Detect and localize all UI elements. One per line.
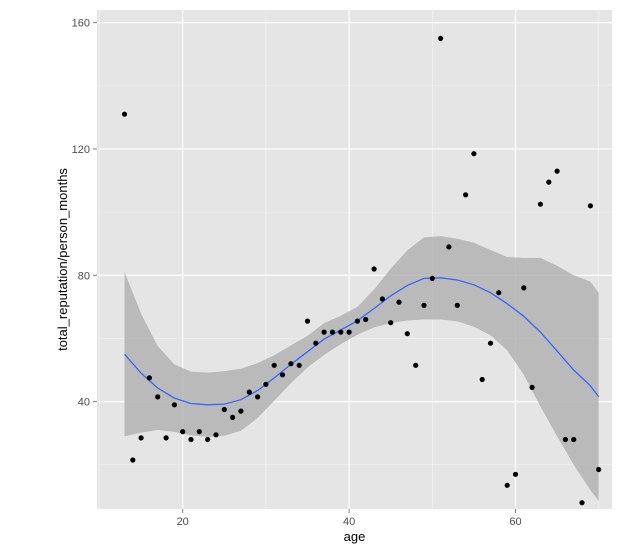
data-point — [529, 384, 535, 390]
x-tick-label: 20 — [177, 516, 189, 528]
data-point — [329, 329, 336, 335]
data-point — [463, 192, 469, 198]
data-point — [180, 429, 186, 435]
y-tick-label: 40 — [78, 397, 90, 409]
data-point — [196, 429, 202, 435]
data-point — [130, 457, 136, 463]
smooth-line-layer — [124, 277, 600, 406]
x-tick-label: 40 — [343, 516, 355, 528]
data-point — [554, 168, 560, 174]
data-point — [246, 389, 252, 395]
data-point — [512, 471, 519, 477]
data-point — [537, 201, 544, 207]
confidence-band-layer — [124, 236, 599, 502]
data-point — [396, 299, 402, 305]
data-point — [421, 302, 427, 308]
data-point — [504, 482, 510, 488]
confidence-band — [124, 236, 599, 502]
data-point — [138, 435, 144, 441]
data-point — [279, 372, 286, 378]
y-tick-label: 80 — [78, 270, 90, 282]
data-point — [579, 500, 585, 506]
data-point — [230, 414, 236, 420]
x-axis-title: age — [344, 529, 366, 544]
data-point — [288, 361, 294, 367]
data-point — [346, 329, 352, 335]
data-point — [155, 394, 161, 400]
data-point — [596, 466, 602, 473]
data-point — [521, 285, 527, 291]
data-point — [546, 179, 552, 185]
data-point — [304, 318, 311, 324]
data-point — [188, 436, 194, 443]
data-point — [121, 111, 128, 117]
data-point — [471, 151, 477, 157]
data-point — [446, 244, 452, 250]
data-point — [354, 318, 360, 324]
data-point — [271, 362, 277, 368]
data-point — [379, 296, 385, 302]
data-point — [571, 436, 577, 443]
data-point — [487, 340, 494, 346]
data-point — [454, 302, 460, 308]
data-point — [338, 329, 344, 335]
data-point — [146, 375, 152, 381]
data-point — [213, 432, 219, 438]
data-point — [388, 320, 394, 326]
y-tick-label: 160 — [72, 18, 90, 30]
data-point — [255, 394, 261, 400]
data-point — [413, 362, 419, 368]
data-point — [587, 203, 594, 209]
data-point — [438, 35, 444, 42]
y-tick-label: 120 — [72, 144, 90, 156]
tick-layer: 20 40 60 40 80 120 160 — [72, 18, 522, 528]
data-point — [171, 402, 177, 408]
data-point — [496, 290, 502, 296]
data-point — [321, 329, 327, 335]
data-point — [479, 376, 485, 383]
y-axis-title: total_reputation/person_months — [55, 168, 70, 351]
x-tick-label: 60 — [509, 516, 521, 528]
data-point — [429, 275, 435, 281]
smooth-line — [124, 277, 600, 406]
data-point — [313, 340, 319, 346]
data-point — [371, 266, 377, 272]
data-point — [363, 316, 369, 323]
data-point — [163, 435, 169, 441]
data-point — [221, 406, 227, 413]
point-layer — [121, 35, 602, 506]
data-point — [238, 408, 244, 414]
data-point — [263, 381, 269, 387]
data-point — [205, 436, 211, 443]
data-point — [404, 331, 410, 337]
data-point — [562, 436, 569, 443]
data-point — [296, 362, 302, 368]
